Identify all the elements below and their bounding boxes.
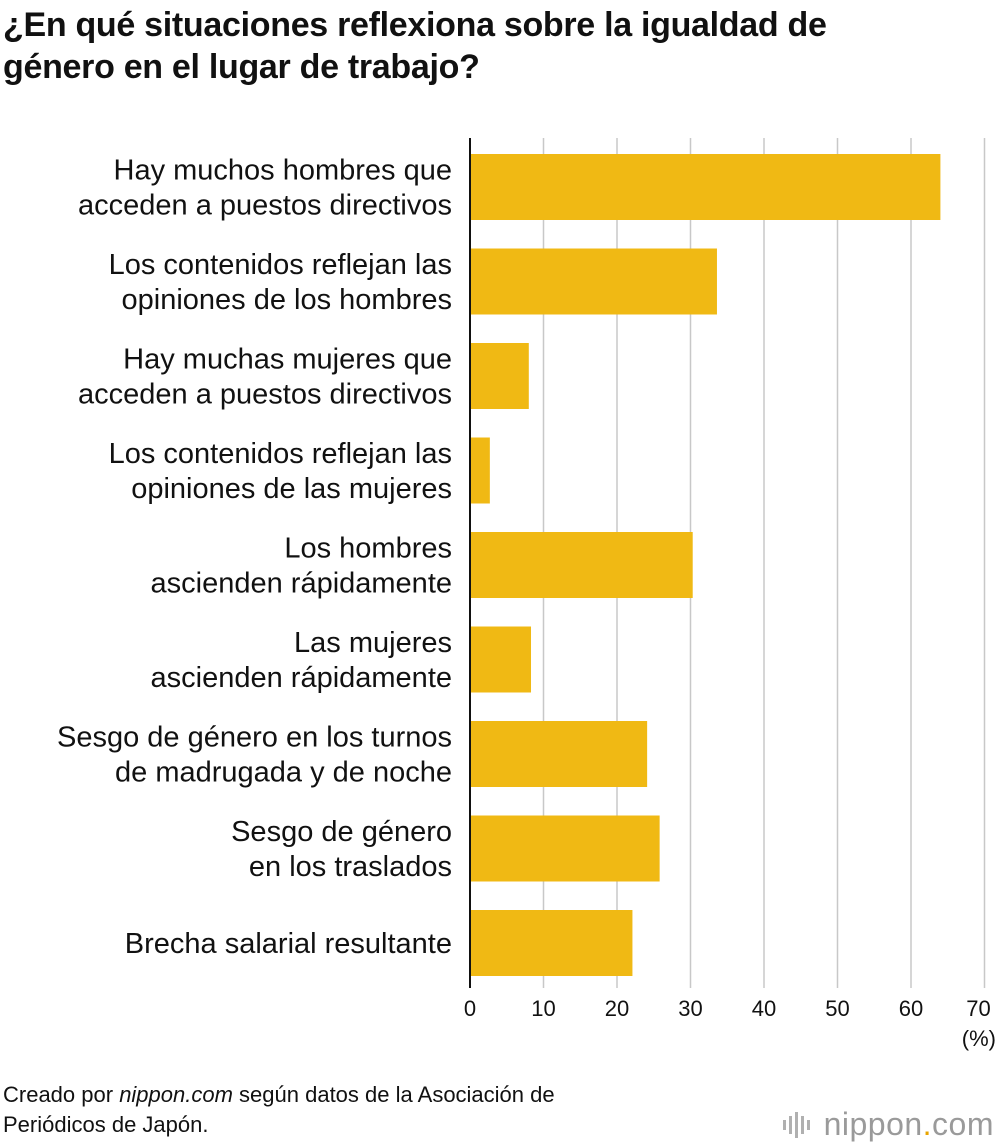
x-tick-label: 20 xyxy=(605,996,629,1021)
category-label: Sesgo de género xyxy=(231,816,452,848)
source-site: nippon.com xyxy=(119,1082,233,1107)
category-label: en los traslados xyxy=(249,851,452,883)
x-tick-label: 50 xyxy=(825,996,849,1021)
x-unit-label: (%) xyxy=(962,1026,996,1051)
source-note-line-2: Periódicos de Japón. xyxy=(3,1112,209,1137)
category-label: ascienden rápidamente xyxy=(151,662,452,694)
bar xyxy=(470,437,490,504)
logo-name: nippon xyxy=(823,1106,923,1142)
source-prefix: Creado por xyxy=(3,1082,120,1107)
x-tick-label: 0 xyxy=(464,996,476,1021)
category-label: Brecha salarial resultante xyxy=(125,928,452,960)
chart-title-line-2: género en el lugar de trabajo? xyxy=(3,48,480,86)
logo-wordmark: nippon.com xyxy=(824,1106,994,1143)
category-label: Los contenidos reflejan las xyxy=(109,438,452,470)
source-suffix: según datos de la Asociación de xyxy=(232,1082,555,1107)
category-label: acceden a puestos directivos xyxy=(78,190,452,222)
bar xyxy=(470,154,941,220)
category-label: acceden a puestos directivos xyxy=(78,379,452,411)
x-tick-label: 10 xyxy=(531,996,555,1021)
source-note-line-1: Creado por nippon.com según datos de la … xyxy=(3,1080,555,1110)
logo-tld: com xyxy=(932,1106,994,1142)
logo-dot: . xyxy=(922,1106,933,1142)
category-label: ascienden rápidamente xyxy=(151,568,452,600)
category-label: de madrugada y de noche xyxy=(115,757,452,789)
bar xyxy=(470,626,532,693)
category-label: Los contenidos reflejan las xyxy=(109,249,452,281)
x-tick-label: 40 xyxy=(752,996,776,1021)
category-label: Los hombres xyxy=(284,533,452,565)
x-tick-label: 30 xyxy=(678,996,702,1021)
chart-title-line-1: ¿En qué situaciones reflexiona sobre la … xyxy=(3,6,827,44)
bar xyxy=(470,532,693,598)
bar xyxy=(470,343,529,409)
x-tick-label: 70 xyxy=(966,996,990,1021)
nippon-logo: nippon.com xyxy=(782,1106,994,1143)
source-note: Creado por nippon.com según datos de la … xyxy=(3,1080,555,1140)
category-label: opiniones de las mujeres xyxy=(131,473,452,505)
x-tick-label: 60 xyxy=(899,996,923,1021)
category-label: Las mujeres xyxy=(294,627,452,659)
bar xyxy=(470,721,648,787)
category-label: opiniones de los hombres xyxy=(122,284,452,316)
category-label: Hay muchas mujeres que xyxy=(123,344,452,376)
category-label: Sesgo de género en los turnos xyxy=(57,722,452,754)
bar xyxy=(470,910,633,976)
bar xyxy=(470,248,717,315)
bar xyxy=(470,815,660,882)
category-label: Hay muchos hombres que xyxy=(114,155,453,187)
sound-wave-icon xyxy=(782,1111,810,1138)
chart-title: ¿En qué situaciones reflexiona sobre la … xyxy=(3,4,993,88)
